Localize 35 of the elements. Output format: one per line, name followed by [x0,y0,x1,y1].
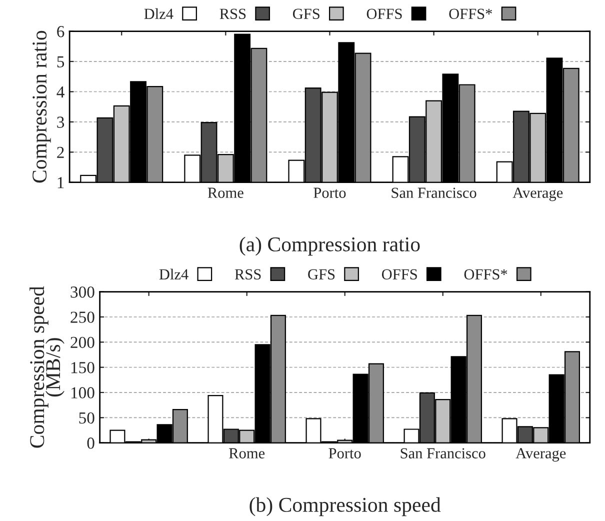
legend-label: Dlz4 [144,8,174,19]
legend-label: GFS [292,8,320,19]
y-axis-title: Compression speed (MB/s) [30,286,64,448]
legend-label: OFFS* [464,269,508,280]
legend-label: RSS [220,8,246,19]
y-tick-label: 6 [57,26,64,38]
y-tick-label: 2 [57,146,64,158]
x-tick-label: Porto [328,448,361,458]
text: (b) Compression speed [250,497,441,516]
y-tick-label: 1 [58,177,64,188]
legend-label: OFFS [366,8,402,19]
y-tick-label: 250 [70,312,94,323]
x-tick-label: Rome [229,448,265,458]
legend-label: RSS [234,269,261,280]
y-axis-title: Compression ratio [32,30,51,183]
y-tick-label: 50 [79,412,94,424]
x-tick-label: Porto [314,188,346,198]
y-tick-label: 200 [70,336,94,348]
x-tick-label: Average [516,448,566,462]
y-tick-label: 300 [70,286,94,298]
legend-label: OFFS [382,269,417,280]
y-tick-label: 150 [71,362,94,374]
x-tick-label: San Francisco [400,448,486,458]
x-tick-label: Rome [208,188,244,198]
y-tick-label: 4 [56,86,64,98]
legend-label: GFS [308,269,335,280]
y-tick-label: 5 [57,56,64,68]
legend-label: OFFS* [449,8,492,19]
legend-label: Dlz4 [159,268,188,280]
x-tick-label: Average [512,188,563,202]
x-tick-label: San Francisco [392,188,476,198]
y-tick-label: 3 [57,116,64,128]
text: (a) Compression ratio [240,236,420,256]
y-tick-label: 0 [87,438,94,449]
y-tick-label: 100 [71,387,94,398]
